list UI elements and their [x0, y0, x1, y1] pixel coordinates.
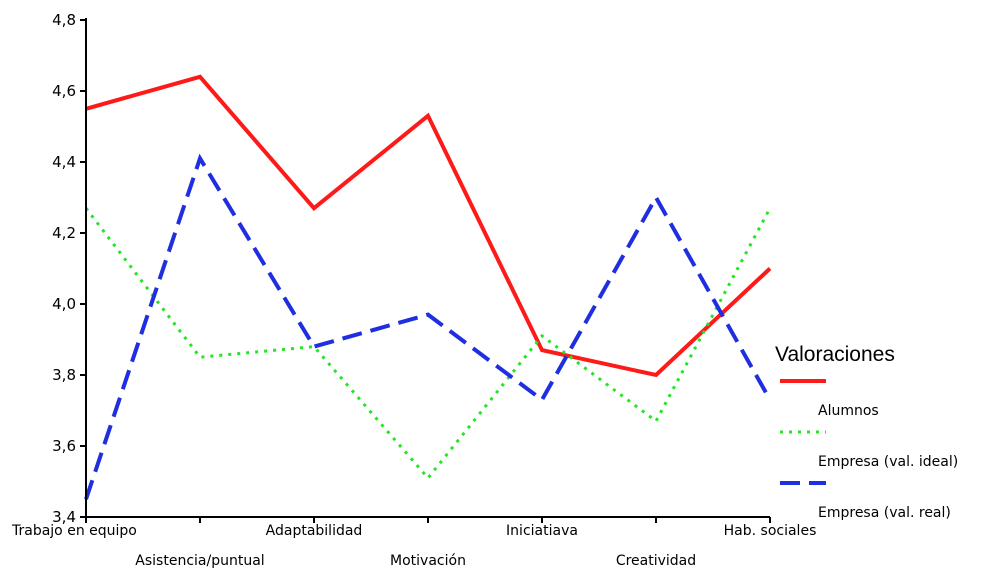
x-axis-ticks: Trabajo en equipo Asistencia/puntualAdapt…: [11, 517, 816, 569]
x-tick-label: Trabajo en equipo: [11, 523, 137, 539]
y-tick-label: 4,2: [52, 224, 76, 242]
legend-label-3: Empresa (val. real): [818, 505, 951, 521]
y-tick-label: 3,8: [52, 366, 76, 384]
y-axis-ticks: 3,4 3,6 3,8 4,0 4,2 4,4 4,6 4,8: [52, 11, 86, 526]
legend: Valoraciones Alumnos Empresa (val. ideal) E…: [775, 343, 958, 521]
series-line-3: [84, 153, 772, 500]
series-line-2: [84, 207, 772, 481]
legend-label-2: Empresa (val. ideal): [818, 454, 958, 470]
x-tick-label: Iniciatiava: [506, 523, 578, 539]
y-tick-label: 3,4: [52, 508, 76, 526]
y-tick-label: 4,6: [52, 82, 76, 100]
x-tick-label: Asistencia/puntual: [135, 553, 264, 569]
y-tick-label: 3,6: [52, 437, 76, 455]
x-tick-label: Creatividad: [616, 553, 696, 569]
axes: [85, 18, 770, 518]
x-tick-label: Hab. sociales: [724, 523, 817, 539]
legend-title: Valoraciones: [775, 343, 895, 366]
series-lines: [84, 74, 772, 500]
x-tick-label: Motivación: [390, 553, 466, 569]
y-tick-label: 4,0: [52, 295, 76, 313]
y-tick-label: 4,4: [52, 153, 76, 171]
y-tick-label: 4,8: [52, 11, 76, 29]
x-tick-label: Adaptabilidad: [266, 523, 363, 539]
legend-label-1: Alumnos: [818, 403, 879, 419]
series-line-1: [85, 74, 772, 378]
